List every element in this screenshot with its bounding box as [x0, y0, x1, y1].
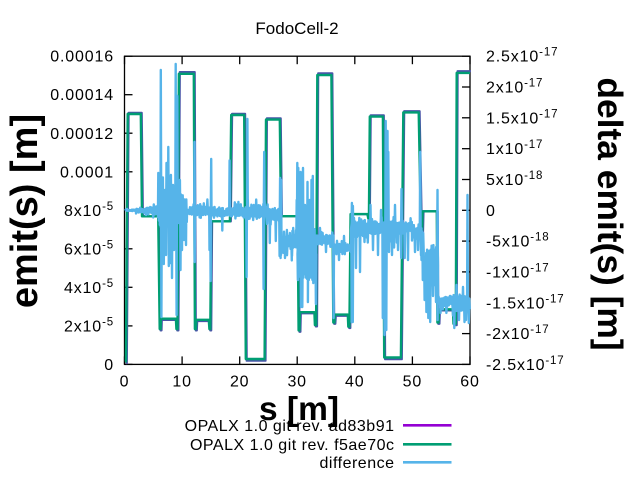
- svg-text:0.00012: 0.00012: [50, 126, 114, 143]
- svg-text:s [m]: s [m]: [259, 391, 339, 428]
- svg-text:0: 0: [104, 357, 114, 374]
- svg-text:50: 50: [403, 374, 423, 391]
- svg-text:emit(s) [m]: emit(s) [m]: [4, 114, 46, 308]
- svg-text:60: 60: [460, 374, 480, 391]
- svg-text:8x10-5: 8x10-5: [64, 201, 114, 220]
- svg-text:10: 10: [172, 374, 192, 391]
- svg-text:OPALX 1.0 git rev. ad83b91: OPALX 1.0 git rev. ad83b91: [185, 418, 395, 435]
- svg-text:-1.5x10-17: -1.5x10-17: [486, 293, 565, 312]
- svg-text:40: 40: [345, 374, 365, 391]
- svg-text:0: 0: [120, 374, 130, 391]
- svg-text:6x10-5: 6x10-5: [64, 239, 114, 258]
- svg-text:0.00016: 0.00016: [50, 49, 114, 66]
- svg-text:20: 20: [230, 374, 250, 391]
- svg-text:30: 30: [287, 374, 307, 391]
- svg-text:-2.5x10-17: -2.5x10-17: [486, 355, 565, 374]
- svg-text:2x10-5: 2x10-5: [64, 316, 114, 335]
- svg-text:difference: difference: [320, 455, 395, 472]
- svg-text:0: 0: [486, 203, 496, 220]
- svg-text:OPALX 1.0 git rev. f5ae70c: OPALX 1.0 git rev. f5ae70c: [190, 437, 395, 454]
- svg-text:0.00014: 0.00014: [50, 87, 114, 104]
- svg-text:0.0001: 0.0001: [60, 164, 114, 181]
- svg-text:delta emit(s) [m]: delta emit(s) [m]: [590, 77, 630, 350]
- svg-text:FodoCell-2: FodoCell-2: [255, 19, 338, 38]
- svg-text:4x10-5: 4x10-5: [64, 278, 114, 297]
